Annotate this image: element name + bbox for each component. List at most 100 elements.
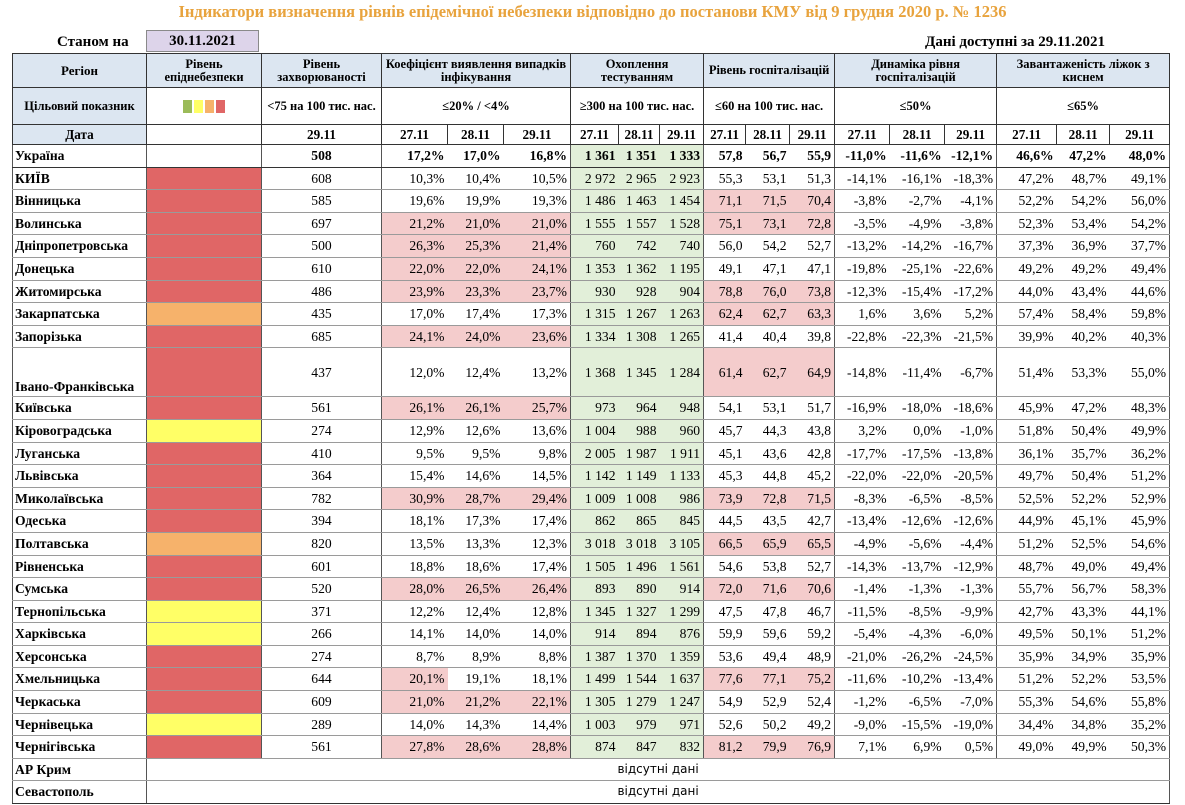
testing-value: 2 005 <box>570 442 619 466</box>
table-row: Волинська 697 21,2% 21,0% 21,0% 1 555 1 557 1 5… <box>12 212 1171 236</box>
dynamics-value: -16,9% <box>834 396 890 420</box>
dynamics-value: -21,0% <box>834 645 890 669</box>
beds-value: 46,6% <box>996 144 1057 168</box>
detection-value: 17,3% <box>447 509 504 533</box>
epidemic-level-cell <box>146 396 262 420</box>
beds-value: 54,2% <box>1056 189 1110 213</box>
beds-value: 52,3% <box>996 212 1057 236</box>
incidence-value: 437 <box>261 347 382 398</box>
beds-value: 35,9% <box>996 645 1057 669</box>
header-incidence: Рівень захворюваності <box>261 53 382 88</box>
date-testing-2: 28.11 <box>618 124 661 145</box>
beds-value: 59,8% <box>1109 302 1171 326</box>
testing-value: 1 345 <box>618 347 660 398</box>
missing-data-note: відсутні дані <box>145 780 1171 805</box>
dynamics-value: -4,1% <box>944 189 998 213</box>
table-row: Вінницька 585 19,6% 19,9% 19,3% 1 486 1 463 1 4… <box>12 189 1171 213</box>
epidemic-level-cell <box>146 577 262 601</box>
detection-value: 12,9% <box>381 419 448 443</box>
detection-value: 21,0% <box>503 212 572 236</box>
testing-value: 740 <box>659 234 705 258</box>
header-region: Регіон <box>12 53 147 88</box>
testing-value: 894 <box>618 622 660 646</box>
hospitalization-value: 81,2 <box>703 735 746 759</box>
detection-value: 19,3% <box>503 189 572 213</box>
table-row: Полтавська 820 13,5% 13,3% 12,3% 3 018 3 018 3 … <box>12 532 1171 556</box>
beds-value: 50,4% <box>1056 419 1110 443</box>
detection-value: 26,4% <box>503 577 572 601</box>
detection-value: 10,3% <box>381 167 448 191</box>
region-name: Одеська <box>12 509 147 533</box>
indicators-table: Регіон Рівень епіднебезпеки Рівень захво… <box>12 53 1171 805</box>
beds-value: 49,9% <box>1056 735 1110 759</box>
hospitalization-value: 47,8 <box>745 600 790 624</box>
detection-value: 12,3% <box>503 532 572 556</box>
testing-value: 1 368 <box>570 347 619 398</box>
dynamics-value: -13,8% <box>944 442 998 466</box>
region-name: Херсонська <box>12 645 147 669</box>
detection-value: 26,5% <box>447 577 504 601</box>
detection-value: 18,8% <box>381 555 448 579</box>
header-detection: Коефіцієнт виявлення випадків інфікуванн… <box>380 53 572 88</box>
detection-value: 14,0% <box>381 713 448 737</box>
detection-value: 21,0% <box>381 690 448 714</box>
beds-value: 53,3% <box>1056 347 1110 398</box>
testing-value: 1 247 <box>659 690 705 714</box>
beds-value: 55,8% <box>1109 690 1171 714</box>
table-row: Одеська 394 18,1% 17,3% 17,4% 862 865 845 44,5 43… <box>12 509 1171 533</box>
region-name: Закарпатська <box>12 302 147 326</box>
testing-value: 964 <box>618 396 660 420</box>
beds-value: 56,7% <box>1056 577 1110 601</box>
testing-value: 1 008 <box>618 487 660 511</box>
dynamics-value: -13,7% <box>889 555 945 579</box>
beds-value: 47,2% <box>1056 144 1110 168</box>
detection-value: 22,0% <box>381 257 448 281</box>
date-detection-3: 29.11 <box>502 124 572 145</box>
dynamics-value: -3,8% <box>834 189 890 213</box>
beds-value: 48,3% <box>1109 396 1171 420</box>
date-testing-3: 29.11 <box>659 124 705 145</box>
dynamics-value: 6,9% <box>889 735 945 759</box>
date-detection-2: 28.11 <box>447 124 504 145</box>
dynamics-value: -5,6% <box>889 532 945 556</box>
date-beds-3: 29.11 <box>1109 124 1171 145</box>
level-legend <box>146 87 262 125</box>
detection-value: 12,2% <box>381 600 448 624</box>
detection-value: 26,3% <box>381 234 448 258</box>
testing-value: 914 <box>659 577 705 601</box>
detection-value: 13,6% <box>503 419 572 443</box>
data-available-date: Дані доступні за 29.11.2021 <box>925 34 1105 50</box>
beds-value: 49,5% <box>996 622 1057 646</box>
target-label: Цільовий показник <box>12 87 147 125</box>
testing-value: 1 463 <box>618 189 660 213</box>
hospitalization-value: 62,7 <box>745 347 790 398</box>
region-name: Дніпропетровська <box>12 234 147 258</box>
detection-value: 28,0% <box>381 577 448 601</box>
hospitalization-value: 59,9 <box>703 622 746 646</box>
dynamics-value: -16,7% <box>944 234 998 258</box>
detection-value: 25,7% <box>503 396 572 420</box>
epidemic-level-cell <box>146 487 262 511</box>
hospitalization-value: 53,8 <box>745 555 790 579</box>
testing-value: 904 <box>659 280 705 304</box>
beds-value: 53,5% <box>1109 667 1171 692</box>
dynamics-value: -22,0% <box>834 464 890 488</box>
table-row: Закарпатська 435 17,0% 17,4% 17,3% 1 315 1 267… <box>12 302 1171 326</box>
hospitalization-value: 43,6 <box>745 442 790 466</box>
dynamics-value: -13,4% <box>834 509 890 533</box>
hospitalization-value: 42,8 <box>789 442 836 466</box>
incidence-value: 820 <box>261 532 382 556</box>
detection-value: 13,3% <box>447 532 504 556</box>
testing-value: 876 <box>659 622 705 646</box>
detection-value: 12,4% <box>447 600 504 624</box>
dynamics-value: -1,2% <box>834 690 890 714</box>
hospitalization-value: 49,2 <box>789 713 836 737</box>
hospitalization-value: 45,1 <box>703 442 746 466</box>
testing-value: 986 <box>659 487 705 511</box>
detection-value: 28,6% <box>447 735 504 759</box>
incidence-value: 274 <box>261 419 382 443</box>
incidence-value: 274 <box>261 645 382 669</box>
beds-value: 39,9% <box>996 325 1057 349</box>
dynamics-value: -17,2% <box>944 280 998 304</box>
beds-value: 48,7% <box>996 555 1057 579</box>
